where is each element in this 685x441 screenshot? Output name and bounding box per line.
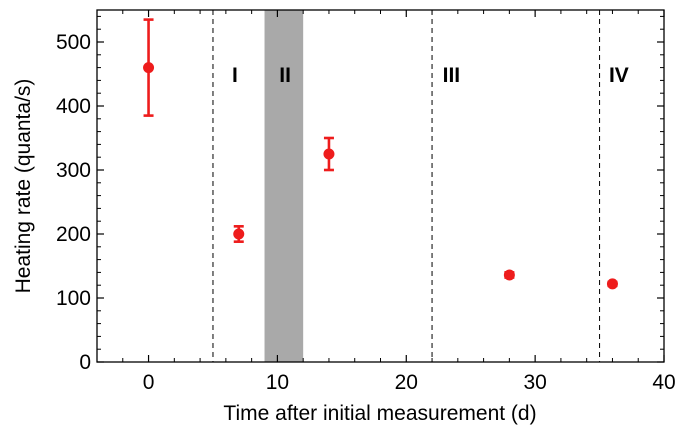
plot-frame	[96, 9, 665, 363]
shaded-band-layer	[264, 10, 304, 362]
point-marker	[233, 228, 245, 240]
shaded-band	[264, 10, 304, 362]
region-label-III: III	[443, 64, 461, 87]
region-label-II: II	[279, 64, 291, 87]
y-tick-label: 400	[56, 95, 91, 118]
y-axis-title: Heating rate (quanta/s)	[12, 79, 35, 294]
x-tick-label: 40	[652, 371, 675, 394]
x-tick-label: 30	[523, 371, 546, 394]
x-tick-label: 10	[266, 371, 289, 394]
region-label-I: I	[232, 64, 238, 87]
y-tick-label: 300	[56, 159, 91, 182]
x-tick-label: 0	[143, 371, 155, 394]
point-marker	[606, 278, 618, 290]
x-tick-label: 20	[395, 371, 418, 394]
point-marker	[323, 148, 335, 160]
point-marker	[503, 269, 515, 281]
x-axis-title: Time after initial measurement (d)	[223, 402, 536, 425]
data-point-3	[323, 136, 335, 172]
dashed-lines-layer	[212, 10, 601, 362]
region-labels-layer: I II III IV	[232, 64, 629, 87]
data-points-layer	[143, 18, 618, 290]
region-label-IV: IV	[609, 64, 629, 87]
y-tick-label: 100	[56, 287, 91, 310]
data-point-5	[606, 278, 618, 290]
y-tick-label: 500	[56, 31, 91, 54]
point-marker	[143, 62, 155, 74]
y-tick-label: 200	[56, 223, 91, 246]
data-point-1	[143, 18, 155, 117]
y-tick-label: 0	[79, 351, 91, 374]
data-point-4	[503, 269, 515, 281]
data-point-2	[233, 225, 245, 243]
